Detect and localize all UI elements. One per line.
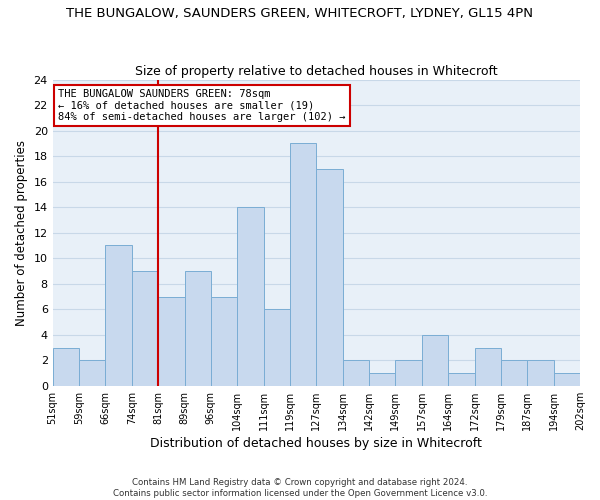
- Bar: [343, 360, 369, 386]
- Bar: [79, 360, 106, 386]
- Bar: [554, 373, 580, 386]
- Text: THE BUNGALOW SAUNDERS GREEN: 78sqm
← 16% of detached houses are smaller (19)
84%: THE BUNGALOW SAUNDERS GREEN: 78sqm ← 16%…: [58, 89, 346, 122]
- Bar: [53, 348, 79, 386]
- Bar: [290, 144, 316, 386]
- Bar: [211, 296, 237, 386]
- Bar: [132, 271, 158, 386]
- Bar: [106, 246, 132, 386]
- Bar: [316, 169, 343, 386]
- Bar: [395, 360, 422, 386]
- Bar: [237, 207, 263, 386]
- Title: Size of property relative to detached houses in Whitecroft: Size of property relative to detached ho…: [135, 66, 497, 78]
- Text: Contains HM Land Registry data © Crown copyright and database right 2024.
Contai: Contains HM Land Registry data © Crown c…: [113, 478, 487, 498]
- Bar: [158, 296, 185, 386]
- Bar: [475, 348, 501, 386]
- Bar: [185, 271, 211, 386]
- Bar: [369, 373, 395, 386]
- Bar: [448, 373, 475, 386]
- Bar: [422, 335, 448, 386]
- Bar: [527, 360, 554, 386]
- Text: THE BUNGALOW, SAUNDERS GREEN, WHITECROFT, LYDNEY, GL15 4PN: THE BUNGALOW, SAUNDERS GREEN, WHITECROFT…: [67, 8, 533, 20]
- X-axis label: Distribution of detached houses by size in Whitecroft: Distribution of detached houses by size …: [151, 437, 482, 450]
- Bar: [263, 310, 290, 386]
- Bar: [501, 360, 527, 386]
- Y-axis label: Number of detached properties: Number of detached properties: [15, 140, 28, 326]
